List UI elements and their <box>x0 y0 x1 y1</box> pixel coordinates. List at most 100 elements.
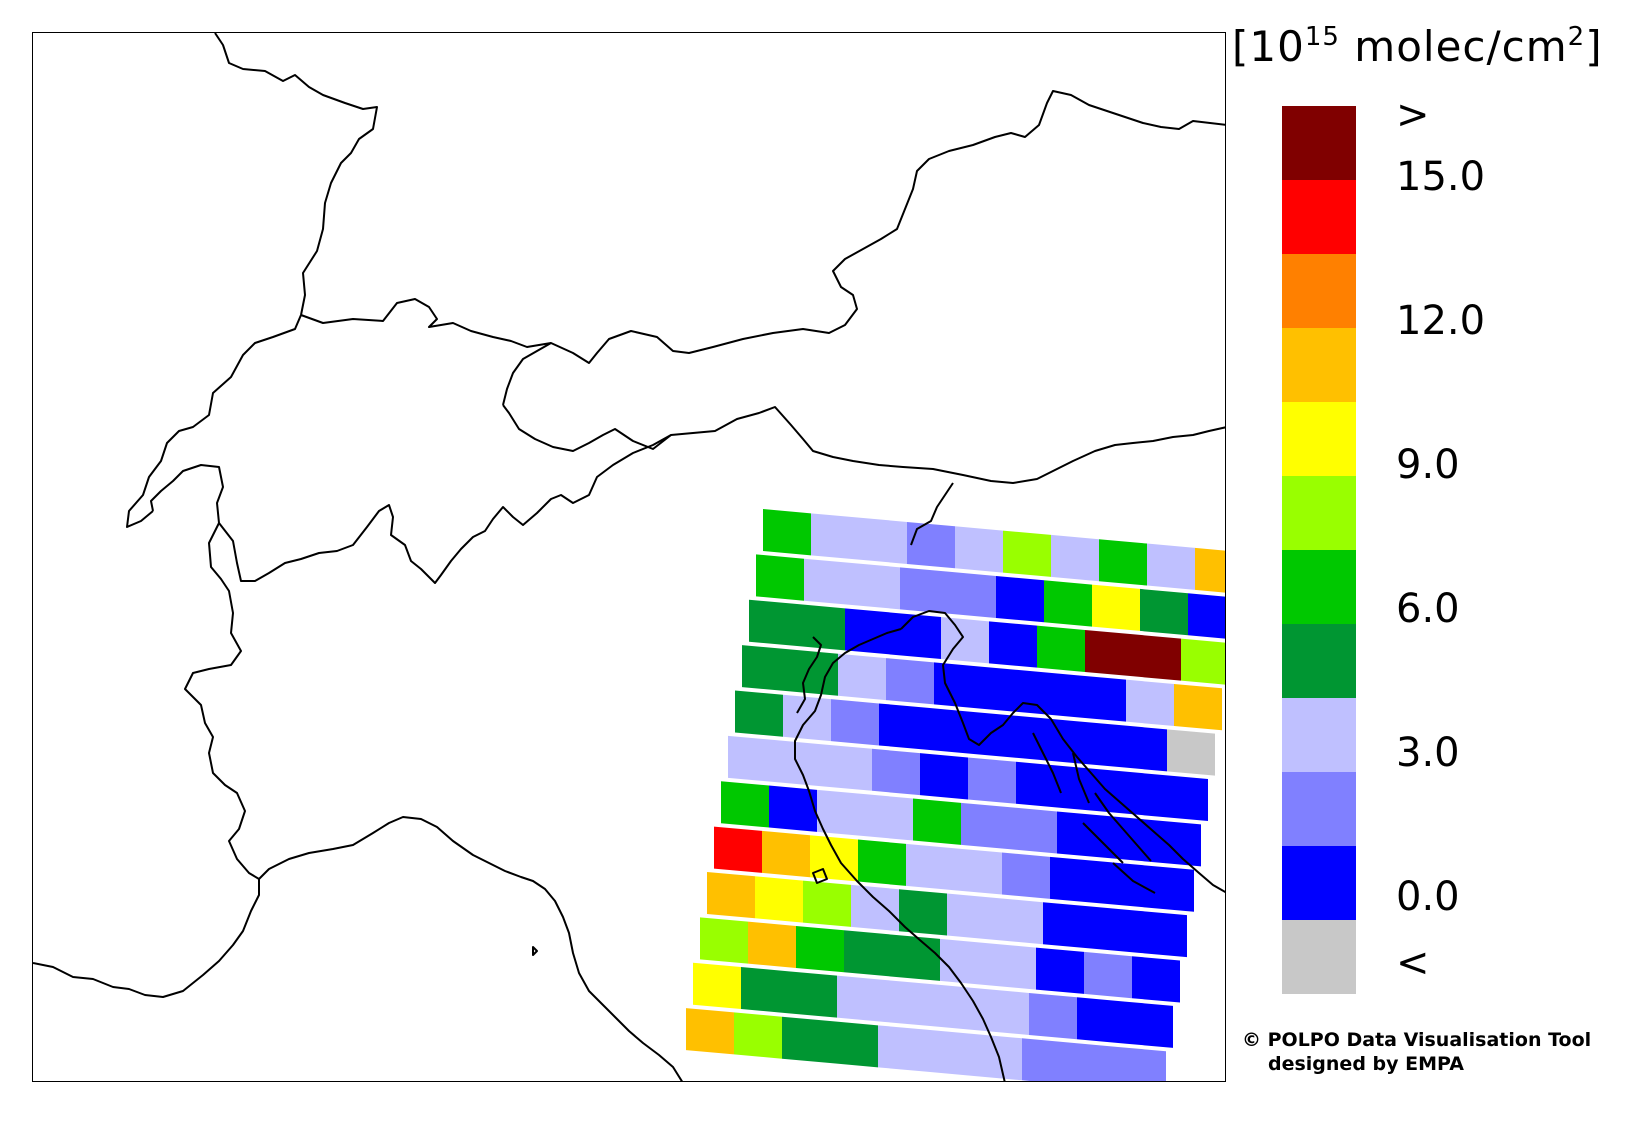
colorbar <box>1282 106 1356 994</box>
orbit-pixel <box>741 967 789 1014</box>
island-elba <box>532 946 538 956</box>
border-liechtenstein-austria <box>502 342 552 406</box>
orbit-pixel <box>1188 593 1225 639</box>
island-small <box>812 868 828 884</box>
border-austria-slovenia <box>910 482 954 546</box>
orbit-pixel <box>707 871 755 919</box>
orbit-pixel <box>1003 530 1051 577</box>
orbit-pixel <box>749 599 797 647</box>
orbit-pixel <box>796 925 844 973</box>
colorbar-label-under: < <box>1396 940 1430 986</box>
orbit-pixel <box>831 699 879 746</box>
orbit-pixel <box>742 645 790 692</box>
orbit-pixel <box>906 843 954 891</box>
orbit-pixel <box>961 802 1009 850</box>
orbit-pixel <box>920 753 968 800</box>
orbit-pixel <box>941 617 989 664</box>
orbit-pixel <box>1147 543 1195 590</box>
orbit-pixel <box>1140 588 1188 636</box>
orbit-pixel <box>789 971 837 1018</box>
orbit-pixel <box>1118 1046 1166 1081</box>
colorbar-swatch <box>1282 920 1356 994</box>
orbit-pixel <box>756 554 804 601</box>
orbit-pixel <box>878 1025 926 1072</box>
orbit-pixel <box>934 662 982 709</box>
orbit-pixel <box>734 1012 782 1059</box>
orbit-pixel <box>1125 1001 1173 1048</box>
orbit-pixel <box>1139 910 1187 958</box>
colorbar-swatch <box>1282 476 1356 550</box>
orbit-pixel <box>1030 671 1078 718</box>
orbit-pixel <box>988 943 1036 990</box>
orbit-pixel <box>982 666 1030 714</box>
islands-croatia <box>1032 732 1156 894</box>
coast-southern-france <box>33 879 260 998</box>
orbit-pixel <box>783 694 831 742</box>
colorbar-label-3: 3.0 <box>1396 730 1460 776</box>
map-panel[interactable] <box>32 32 1226 1082</box>
orbit-pixel <box>899 889 947 936</box>
orbit-pixel <box>995 897 1043 945</box>
orbit-pixel <box>975 712 1023 759</box>
orbit-pixel <box>859 517 907 564</box>
colorbar-swatch <box>1282 846 1356 920</box>
orbit-pixel <box>1174 683 1222 731</box>
orbit-pixel <box>989 621 1037 668</box>
orbit-pixel <box>955 526 1003 573</box>
orbit-pixel <box>714 826 762 873</box>
orbit-pixel <box>803 880 851 927</box>
orbit-pixel <box>837 975 885 1022</box>
orbit-pixel <box>1132 956 1180 1003</box>
colorbar-swatch <box>1282 328 1356 402</box>
orbit-pixel <box>1153 820 1201 867</box>
orbit-pixel <box>763 509 811 556</box>
orbit-pixel <box>996 575 1044 623</box>
orbit-pixel <box>1133 634 1181 681</box>
orbit-pixel <box>1098 861 1146 908</box>
orbit-pixel <box>1037 625 1085 672</box>
orbit-pixel <box>797 604 845 651</box>
orbit-pixel <box>845 608 893 655</box>
units-square: 2 <box>1567 22 1586 52</box>
credit-text: © POLPO Data Visualisation Tool designed… <box>1242 1028 1591 1076</box>
orbit-pixel <box>981 988 1029 1035</box>
units-close: ] <box>1585 22 1603 71</box>
orbit-pixel <box>769 785 817 832</box>
orbit-pixel <box>1029 992 1077 1040</box>
credit-line-2: designed by EMPA <box>1268 1053 1464 1075</box>
orbit-pixel <box>900 567 948 614</box>
orbit-pixel <box>1009 807 1057 854</box>
orbit-pixel <box>1071 720 1119 768</box>
colorbar-swatch <box>1282 402 1356 476</box>
orbit-pixel <box>782 1016 830 1064</box>
orbit-pixel <box>940 938 988 986</box>
orbit-pixel <box>1126 679 1174 726</box>
orbit-pixel <box>1016 761 1064 809</box>
orbit-pixel <box>1050 856 1098 904</box>
orbit-pixel <box>1085 629 1133 677</box>
orbit-pixel <box>892 934 940 981</box>
border-austria-italy <box>502 404 1225 484</box>
border-switzerland-italy <box>150 434 672 584</box>
colorbar-label-6: 6.0 <box>1396 586 1460 632</box>
orbit-pixel <box>879 703 927 750</box>
orbit-pixel <box>721 781 769 828</box>
orbit-pixel <box>1023 716 1071 763</box>
credit-line-1: © POLPO Data Visualisation Tool <box>1242 1029 1592 1051</box>
orbit-pixel <box>858 839 906 886</box>
orbit-pixel <box>886 658 934 705</box>
orbit-pixel <box>852 563 900 610</box>
orbit-pixel <box>1119 725 1167 772</box>
orbit-pixel <box>824 744 872 791</box>
orbit-pixel <box>838 653 886 701</box>
orbit-pixel <box>1077 997 1125 1044</box>
orbit-pixel <box>1146 865 1194 912</box>
border-france-italy <box>184 522 260 880</box>
orbit-pixel <box>947 893 995 940</box>
colorbar-swatch <box>1282 624 1356 698</box>
orbit-pixel <box>1092 584 1140 631</box>
orbit-pixel <box>1051 534 1099 582</box>
colorbar-label-12: 12.0 <box>1396 298 1486 344</box>
orbit-pixel <box>926 1029 974 1076</box>
orbit-pixel <box>948 571 996 618</box>
